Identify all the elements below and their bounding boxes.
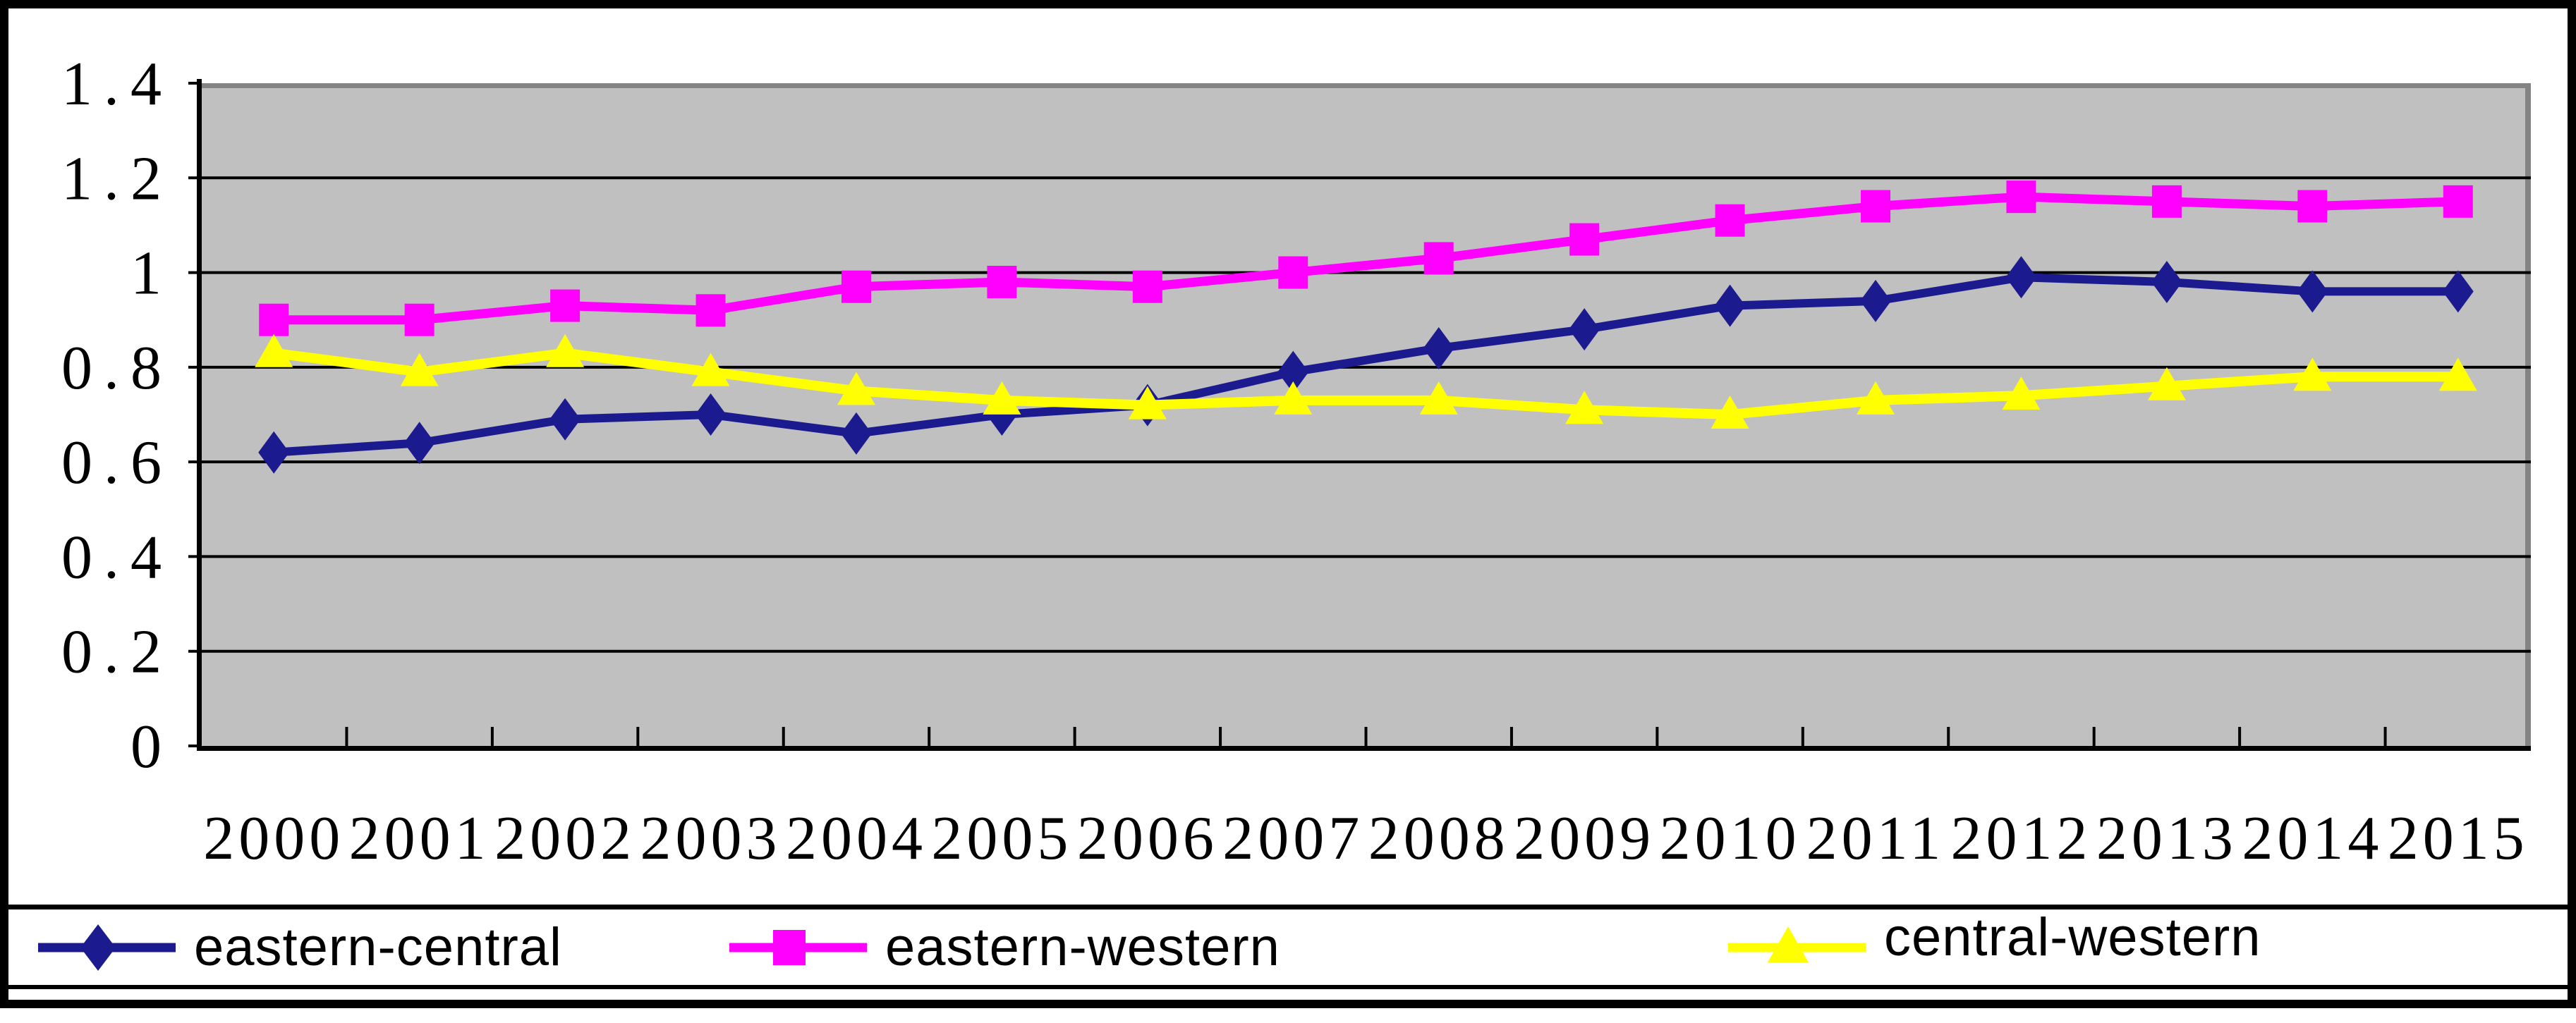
x-axis-labels: 2000 2001 2002 2003 2004 2005 2006 2007 2008 2009… [203,804,2529,873]
svg-text:2011: 2011 [1806,804,1945,873]
svg-text:2009: 2009 [1514,804,1655,873]
y-axis-line [197,79,202,750]
legend-item-eastern-central: eastern-central [38,909,562,986]
legend-label-eastern-western: eastern-western [885,917,1280,977]
svg-text:2002: 2002 [494,804,636,873]
svg-text:0.4: 0.4 [61,523,173,592]
x-axis-line [197,746,2531,751]
svg-text:2004: 2004 [786,804,927,873]
plot-shadow-right [2525,83,2531,746]
series-eastern-western [259,180,2473,336]
svg-text:2000: 2000 [203,804,344,873]
plot-shadow-top [201,83,2531,88]
svg-text:0.8: 0.8 [61,334,173,403]
triangle-marker-icon [1728,926,1866,962]
svg-text:2014: 2014 [2242,804,2383,873]
x-axis-ticks [345,727,2387,746]
svg-text:2006: 2006 [1077,804,1218,873]
y-axis-labels: 0 0.2 0.4 0.6 0.8 1 1.2 1.4 [61,50,173,781]
svg-text:2010: 2010 [1660,804,1801,873]
svg-text:1: 1 [130,240,173,308]
square-marker-icon [729,929,867,965]
svg-text:2008: 2008 [1368,804,1509,873]
svg-text:0.2: 0.2 [61,618,173,687]
svg-text:0: 0 [130,713,173,781]
diamond-marker-icon [38,924,176,971]
svg-text:2001: 2001 [349,804,490,873]
svg-text:0.6: 0.6 [61,429,173,497]
svg-text:2013: 2013 [2096,804,2237,873]
plot-area [201,83,2531,746]
svg-text:2012: 2012 [1950,804,2091,873]
svg-text:2005: 2005 [931,804,1072,873]
svg-text:2015: 2015 [2388,804,2529,873]
svg-text:1.2: 1.2 [61,145,173,213]
legend: eastern-central eastern-western central-… [8,905,2568,989]
svg-text:2003: 2003 [640,804,782,873]
legend-label-eastern-central: eastern-central [194,917,562,977]
legend-item-eastern-western: eastern-western [729,909,1280,986]
gridlines [201,176,2531,653]
svg-text:2007: 2007 [1222,804,1363,873]
svg-text:1.4: 1.4 [61,50,173,118]
series-central-western [255,333,2477,429]
legend-item-central-western: central-western [1728,909,2261,986]
legend-label-central-western: central-western [1884,907,2261,967]
